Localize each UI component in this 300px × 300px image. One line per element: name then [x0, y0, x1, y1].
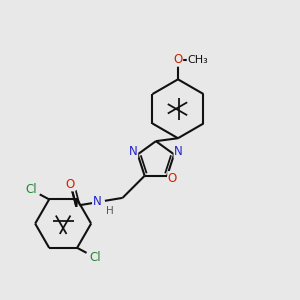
Text: CH₃: CH₃ — [187, 55, 208, 64]
Text: N: N — [93, 195, 101, 208]
Text: O: O — [168, 172, 177, 184]
Text: O: O — [66, 178, 75, 191]
Text: Cl: Cl — [89, 251, 100, 264]
Text: H: H — [106, 206, 113, 216]
Text: Cl: Cl — [25, 183, 37, 196]
Text: N: N — [129, 145, 138, 158]
Text: N: N — [174, 145, 183, 158]
Text: O: O — [173, 53, 183, 66]
